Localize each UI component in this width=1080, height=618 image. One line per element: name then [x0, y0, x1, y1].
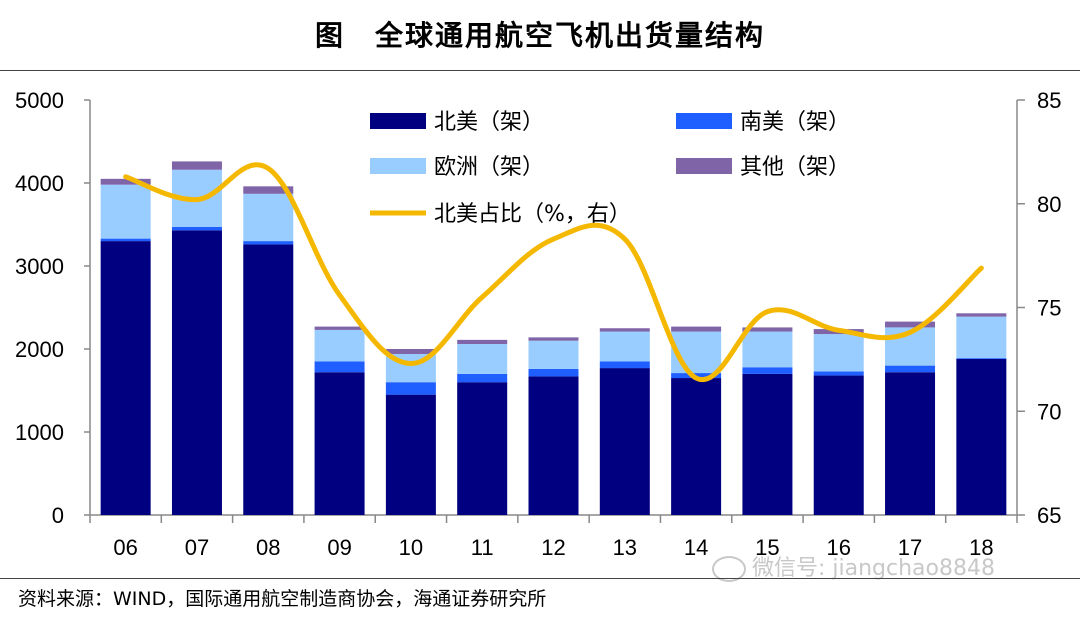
bar-segment-0: [885, 372, 936, 515]
bar-segment-1: [885, 365, 936, 373]
x-axis-label: 16: [826, 535, 850, 560]
x-axis-label: 08: [256, 535, 280, 560]
source-note: 资料来源：WIND，国际通用航空制造商协会，海通证券研究所: [18, 588, 547, 610]
legend-label-4: 北美占比（%，右）: [434, 202, 631, 227]
bar-segment-3: [385, 349, 436, 354]
bar-segment-0: [813, 375, 864, 515]
x-axis-label: 09: [327, 535, 351, 560]
legend-swatch-0: [370, 113, 426, 129]
x-axis-label: 12: [541, 535, 565, 560]
bar-segment-1: [742, 367, 793, 374]
bar-segment-2: [813, 334, 864, 372]
bar-segment-3: [243, 186, 294, 194]
x-axis-label: 06: [113, 535, 137, 560]
wechat-icon: [712, 556, 746, 582]
legend-swatch-1: [676, 113, 732, 129]
legend-swatch-2: [370, 158, 426, 174]
bar-segment-0: [100, 241, 151, 515]
bar-segment-1: [100, 238, 151, 242]
bar-segment-1: [243, 241, 294, 245]
bar-segment-2: [956, 316, 1007, 359]
bar-segment-0: [457, 382, 508, 515]
x-axis-label: 10: [399, 535, 423, 560]
watermark-text: 微信号: jiangchao8848: [752, 556, 995, 581]
bar-segment-1: [171, 226, 222, 231]
bar-segment-3: [528, 337, 579, 341]
right-axis-label: 65: [1037, 503, 1061, 528]
bar-segment-0: [528, 376, 579, 515]
left-axis-label: 2000: [15, 337, 64, 362]
bar-segment-3: [171, 161, 222, 170]
bar-segment-3: [100, 178, 151, 185]
bar-segment-3: [457, 339, 508, 345]
share-line: [123, 162, 984, 383]
left-axis-label: 4000: [15, 171, 64, 196]
bar-segment-1: [314, 361, 365, 373]
title-divider: [0, 70, 1080, 71]
footer-divider: [0, 578, 1080, 579]
bar-segment-1: [385, 382, 436, 395]
bar-segment-2: [243, 193, 294, 242]
left-axis-label: 0: [52, 503, 64, 528]
legend-label-1: 南美（架）: [740, 110, 850, 135]
bar-segment-0: [243, 244, 294, 516]
bar-segment-0: [956, 358, 1007, 515]
bar-segment-2: [599, 331, 650, 362]
chart-canvas: 0 1000 2000 3000 4000 5000 65 70 75 80 85 06 07 08 09 1…: [15, 88, 1061, 560]
bar-segment-0: [314, 372, 365, 515]
bar-segment-2: [100, 184, 151, 239]
x-axis-label: 07: [185, 535, 209, 560]
x-axis-label: 17: [898, 535, 922, 560]
right-axis-label: 85: [1037, 88, 1061, 113]
right-axis-label: 70: [1037, 399, 1061, 424]
bar-segment-3: [599, 328, 650, 332]
x-axis-label: 14: [684, 535, 708, 560]
bar-segment-2: [742, 331, 793, 368]
bar-segment-3: [956, 313, 1007, 317]
bar-segment-0: [171, 230, 222, 515]
chart-title: 图 全球通用航空飞机出货量结构: [314, 19, 765, 52]
bars: [100, 161, 1007, 516]
bar-segment-1: [599, 361, 650, 369]
left-axis-label: 5000: [15, 88, 64, 113]
right-axis-label: 75: [1037, 296, 1061, 321]
bar-segment-1: [528, 368, 579, 377]
bar-segment-0: [385, 394, 436, 515]
right-axis-label: 80: [1037, 192, 1061, 217]
bar-segment-1: [813, 371, 864, 376]
bar-segment-0: [671, 378, 722, 515]
bar-segment-2: [457, 344, 508, 374]
left-axis-label: 3000: [15, 254, 64, 279]
x-axis-label: 18: [969, 535, 993, 560]
legend-label-3: 其他（架）: [740, 155, 850, 180]
x-axis-label: 13: [613, 535, 637, 560]
bar-segment-1: [956, 358, 1007, 359]
legend-label-0: 北美（架）: [434, 110, 544, 135]
legend-swatch-3: [676, 158, 732, 174]
left-axis-label: 1000: [15, 420, 64, 445]
axes: 0 1000 2000 3000 4000 5000 65 70 75 80 85 06 07 08 09 1…: [15, 88, 1061, 560]
bar-segment-1: [457, 373, 508, 383]
x-axis-label: 15: [755, 535, 779, 560]
bar-segment-2: [528, 340, 579, 369]
bar-segment-0: [742, 373, 793, 515]
bar-segment-3: [314, 326, 365, 330]
x-axis-label: 11: [471, 535, 494, 560]
bar-segment-2: [314, 329, 365, 362]
legend-label-2: 欧洲（架）: [434, 155, 544, 180]
bar-segment-3: [742, 327, 793, 332]
bar-segment-3: [885, 321, 936, 328]
legend: 北美（架） 南美（架） 欧洲（架） 其他（架） 北美占比（%，右）: [370, 110, 850, 227]
bar-segment-3: [671, 326, 722, 332]
bar-segment-0: [599, 368, 650, 515]
watermark: 微信号: jiangchao8848: [712, 550, 995, 582]
